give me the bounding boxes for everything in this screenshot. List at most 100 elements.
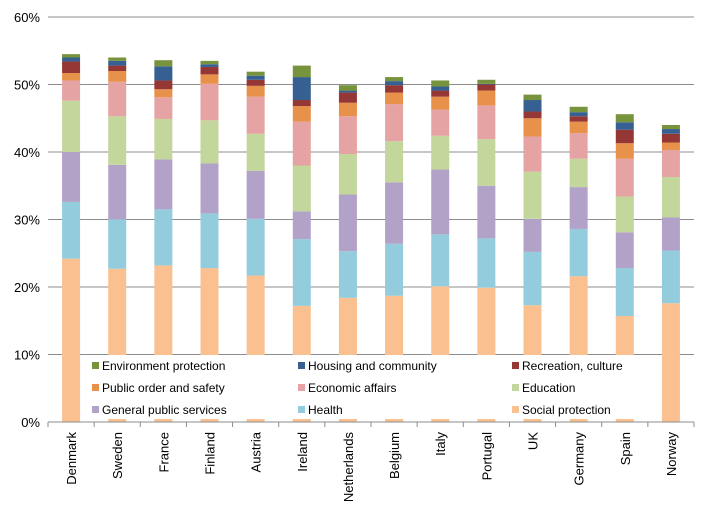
bar-segment-education bbox=[292, 165, 311, 212]
bar-segment-environment-protection bbox=[661, 125, 680, 130]
bar-segment-general-public-services bbox=[569, 187, 588, 229]
legend-swatch bbox=[298, 406, 305, 413]
bar-segment-health bbox=[477, 238, 496, 288]
bar-segment-environment-protection bbox=[292, 65, 311, 78]
legend-label: Education bbox=[522, 381, 575, 395]
bar-segment-environment-protection bbox=[385, 77, 404, 82]
bar-segment-social-protection bbox=[661, 303, 680, 422]
x-category-label: France bbox=[156, 432, 171, 472]
bar-segment-economic-affairs bbox=[431, 109, 450, 136]
bar-segment-education bbox=[154, 118, 173, 160]
bar-segment-general-public-services bbox=[615, 232, 634, 269]
bar-segment-housing-and-community bbox=[523, 100, 542, 112]
bar-segment-recreation-culture bbox=[62, 61, 81, 74]
bar-segment-general-public-services bbox=[523, 218, 542, 252]
bar-stack-denmark bbox=[62, 54, 81, 422]
bar-segment-public-order-and-safety bbox=[62, 73, 81, 81]
bar-segment-education bbox=[62, 100, 81, 152]
bar-segment-environment-protection bbox=[431, 80, 450, 87]
bar-segment-public-order-and-safety bbox=[477, 90, 496, 106]
bar-segment-housing-and-community bbox=[154, 66, 173, 81]
bar-segment-general-public-services bbox=[246, 170, 265, 219]
bar-segment-recreation-culture bbox=[615, 129, 634, 144]
x-axis-category-labels: Denmark Sweden France Finland Austria Ireland… bbox=[64, 431, 679, 502]
bar-segment-housing-and-community bbox=[477, 83, 496, 85]
bar-segment-economic-affairs bbox=[62, 80, 81, 101]
bar-segment-housing-and-community bbox=[569, 112, 588, 117]
bar-segment-recreation-culture bbox=[292, 100, 311, 107]
bar-segment-economic-affairs bbox=[523, 136, 542, 172]
x-category-label: Belgium bbox=[387, 432, 402, 479]
y-tick-label: 20% bbox=[14, 280, 40, 295]
bar-segment-general-public-services bbox=[62, 152, 81, 202]
bar-segment-housing-and-community bbox=[338, 90, 357, 93]
legend-swatch bbox=[92, 384, 99, 391]
x-category-label: Portugal bbox=[479, 432, 494, 481]
legend-swatch bbox=[512, 384, 519, 391]
legend-label: Environment protection bbox=[102, 359, 225, 373]
bar-segment-public-order-and-safety bbox=[431, 96, 450, 110]
bar-segment-recreation-culture bbox=[246, 79, 265, 86]
x-category-label: Italy bbox=[433, 432, 448, 456]
legend-label: Housing and community bbox=[308, 359, 437, 373]
y-tick-label: 10% bbox=[14, 348, 40, 363]
bar-segment-economic-affairs bbox=[569, 133, 588, 159]
bar-segment-environment-protection bbox=[200, 60, 219, 65]
bar-segment-public-order-and-safety bbox=[338, 102, 357, 117]
legend-swatch bbox=[512, 362, 519, 369]
bar-segment-public-order-and-safety bbox=[385, 92, 404, 105]
bar-segment-education bbox=[108, 116, 127, 165]
bar-segment-economic-affairs bbox=[338, 116, 357, 155]
x-category-label: Ireland bbox=[295, 432, 310, 472]
bar-segment-recreation-culture bbox=[154, 80, 173, 90]
bar-segment-general-public-services bbox=[338, 194, 357, 252]
bar-segment-housing-and-community bbox=[292, 77, 311, 101]
bar-segment-public-order-and-safety bbox=[108, 71, 127, 82]
bar-segment-environment-protection bbox=[523, 94, 542, 101]
y-tick-label: 40% bbox=[14, 145, 40, 160]
bar-segment-education bbox=[246, 133, 265, 171]
x-category-label: Norway bbox=[664, 432, 679, 477]
bar-segment-recreation-culture bbox=[200, 66, 219, 75]
bar-segment-recreation-culture bbox=[431, 90, 450, 97]
bar-segment-education bbox=[661, 176, 680, 218]
bar-segment-health bbox=[62, 201, 81, 259]
bar-segment-social-protection bbox=[62, 258, 81, 422]
legend-swatch bbox=[298, 362, 305, 369]
x-category-label: UK bbox=[526, 432, 541, 450]
bar-segment-education bbox=[523, 171, 542, 219]
bar-segment-environment-protection bbox=[569, 106, 588, 113]
legend-swatch bbox=[92, 362, 99, 369]
bar-stack-norway bbox=[661, 125, 680, 422]
bar-segment-economic-affairs bbox=[477, 105, 496, 140]
legend-label: Public order and safety bbox=[102, 381, 225, 395]
bar-segment-housing-and-community bbox=[246, 75, 265, 80]
bar-segment-general-public-services bbox=[200, 163, 219, 214]
y-axis-ticks: 0% 10% 20% 30% 40% 50% 60% bbox=[14, 10, 40, 430]
legend-swatch bbox=[92, 406, 99, 413]
x-category-label: Netherlands bbox=[341, 432, 356, 503]
bar-segment-health bbox=[523, 251, 542, 306]
bar-segment-environment-protection bbox=[477, 79, 496, 84]
bar-segment-general-public-services bbox=[108, 164, 127, 220]
legend: Environment protection Housing and commun… bbox=[82, 355, 642, 419]
bar-segment-recreation-culture bbox=[569, 116, 588, 122]
bar-segment-health bbox=[569, 228, 588, 277]
bar-segment-environment-protection bbox=[615, 114, 634, 123]
y-tick-label: 30% bbox=[14, 213, 40, 228]
y-tick-label: 0% bbox=[21, 415, 40, 430]
bar-segment-recreation-culture bbox=[338, 92, 357, 103]
bar-segment-economic-affairs bbox=[200, 83, 219, 121]
bar-segment-housing-and-community bbox=[661, 129, 680, 134]
bar-segment-health bbox=[615, 268, 634, 317]
x-category-label: Finland bbox=[203, 432, 218, 475]
bar-segment-public-order-and-safety bbox=[246, 85, 265, 97]
bar-segment-housing-and-community bbox=[62, 57, 81, 62]
y-tick-label: 60% bbox=[14, 10, 40, 25]
bar-segment-housing-and-community bbox=[431, 86, 450, 91]
y-tick-label: 50% bbox=[14, 78, 40, 93]
legend-label: General public services bbox=[102, 403, 227, 417]
bar-segment-education bbox=[200, 120, 219, 164]
bar-segment-public-order-and-safety bbox=[154, 89, 173, 98]
bar-segment-education bbox=[569, 158, 588, 188]
